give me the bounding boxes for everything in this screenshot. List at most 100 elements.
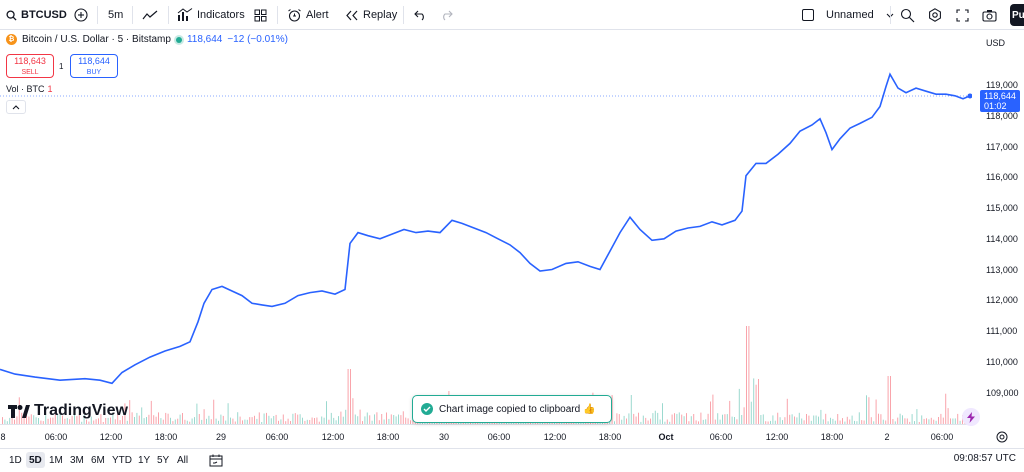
- range-button-1d[interactable]: 1D: [9, 454, 22, 466]
- volume-bar: [141, 407, 143, 424]
- volume-bar: [170, 417, 171, 424]
- volume-bar: [686, 413, 687, 424]
- time-tick-label: 18:00: [820, 432, 844, 442]
- volume-bar: [230, 417, 231, 424]
- volume-bar: [777, 412, 779, 424]
- volume-bar: [945, 393, 947, 424]
- volume-bar: [179, 414, 181, 424]
- volume-bar: [825, 413, 827, 424]
- volume-bar: [734, 417, 735, 424]
- volume-bar: [378, 420, 380, 424]
- volume-bar: [126, 420, 128, 424]
- volume-bar: [189, 421, 191, 424]
- alert-button[interactable]: Alert: [287, 0, 329, 30]
- settings-button[interactable]: [928, 0, 942, 30]
- volume-bar: [630, 395, 632, 424]
- currency-label[interactable]: USD: [986, 38, 1006, 48]
- range-button-5d[interactable]: 5D: [26, 452, 45, 468]
- interval-label: 5m: [108, 9, 124, 21]
- range-button-3m[interactable]: 3M: [70, 454, 84, 466]
- sell-button[interactable]: 118,643 SELL: [6, 54, 54, 78]
- volume-bar: [897, 417, 899, 424]
- volume-bar: [95, 419, 97, 424]
- volume-bar: [11, 415, 13, 424]
- tradingview-logo: TradingView: [8, 402, 128, 420]
- toast-notification: Chart image copied to clipboard 👍: [412, 395, 612, 423]
- chart-type-button[interactable]: [142, 0, 158, 30]
- range-button-6m[interactable]: 6M: [91, 454, 105, 466]
- volume-bar: [827, 421, 829, 424]
- volume-bar: [837, 414, 839, 424]
- volume-bar: [909, 421, 911, 424]
- volume-bar: [371, 420, 373, 424]
- range-button-1m[interactable]: 1M: [49, 454, 63, 466]
- volume-bar: [62, 415, 63, 424]
- layouts-button[interactable]: [254, 0, 267, 30]
- volume-bar: [251, 417, 253, 424]
- volume-bar: [928, 419, 930, 424]
- volume-bar: [719, 419, 721, 424]
- volume-bar: [798, 412, 800, 424]
- volume-bar: [38, 418, 39, 424]
- price-tick-label: 112,000: [986, 295, 1018, 306]
- volume-bar: [112, 412, 114, 424]
- interval-button[interactable]: 5m: [108, 0, 123, 30]
- volume-bar: [642, 415, 644, 424]
- volume-bar: [6, 421, 8, 424]
- volume-bar: [861, 420, 863, 424]
- legend-title[interactable]: Bitcoin / U.S. Dollar · 5 · Bitstamp: [22, 34, 171, 45]
- compare-button[interactable]: [74, 0, 88, 30]
- volume-bar: [148, 414, 150, 424]
- volume-bar: [362, 421, 363, 424]
- quick-search-button[interactable]: [900, 0, 915, 30]
- volume-bar: [791, 414, 793, 424]
- replay-button[interactable]: Replay: [345, 0, 397, 30]
- trading-panel-button[interactable]: [962, 408, 980, 426]
- layout-name-button[interactable]: Unnamed: [802, 0, 894, 30]
- volume-bar: [347, 369, 349, 424]
- volume-bar: [729, 400, 731, 424]
- range-button-5y[interactable]: 5Y: [157, 454, 170, 466]
- volume-bar: [210, 419, 212, 424]
- volume-bar: [818, 416, 819, 424]
- volume-bar: [664, 421, 666, 424]
- indicators-button[interactable]: Indicators: [177, 0, 245, 30]
- collapse-legend-button[interactable]: [6, 100, 26, 114]
- utc-clock[interactable]: 09:08:57 UTC: [953, 453, 1016, 464]
- time-tick-label: 12:00: [765, 432, 789, 442]
- buy-button[interactable]: 118,644 BUY: [70, 54, 118, 78]
- range-button-all[interactable]: All: [177, 454, 189, 466]
- volume-bar: [160, 418, 162, 424]
- symbol-search[interactable]: BTCUSD: [6, 0, 67, 30]
- volume-bar: [150, 400, 152, 424]
- volume-bar: [395, 416, 397, 424]
- volume-bar: [146, 417, 147, 424]
- time-axis[interactable]: [0, 424, 972, 448]
- range-button-1y[interactable]: 1Y: [138, 454, 151, 466]
- target-icon: [996, 431, 1008, 443]
- volume-bar: [801, 418, 803, 424]
- volume-bar: [911, 414, 913, 424]
- price-chart[interactable]: [0, 31, 972, 424]
- snapshot-button[interactable]: [982, 0, 997, 30]
- volume-bar: [712, 394, 714, 424]
- go-to-realtime-button[interactable]: [996, 430, 1008, 443]
- volume-bar: [885, 420, 887, 424]
- volume-bar: [100, 414, 102, 424]
- volume-bar: [64, 418, 66, 424]
- volume-bar: [186, 420, 188, 424]
- volume-bar: [834, 420, 836, 424]
- volume-bar: [846, 416, 848, 424]
- volume-bar: [338, 416, 339, 424]
- volume-bar: [635, 416, 637, 424]
- price-tick-label: 115,000: [986, 203, 1018, 213]
- publish-button[interactable]: Pu: [1010, 4, 1024, 26]
- undo-button[interactable]: [414, 0, 427, 30]
- redo-button[interactable]: [440, 0, 453, 30]
- fullscreen-button[interactable]: [956, 0, 969, 30]
- volume-legend[interactable]: Vol · BTC 1: [6, 84, 53, 94]
- date-range-picker-button[interactable]: [206, 452, 226, 468]
- rewind-icon: [345, 10, 359, 21]
- range-button-ytd[interactable]: YTD: [112, 454, 132, 466]
- line-chart-icon: [142, 9, 158, 21]
